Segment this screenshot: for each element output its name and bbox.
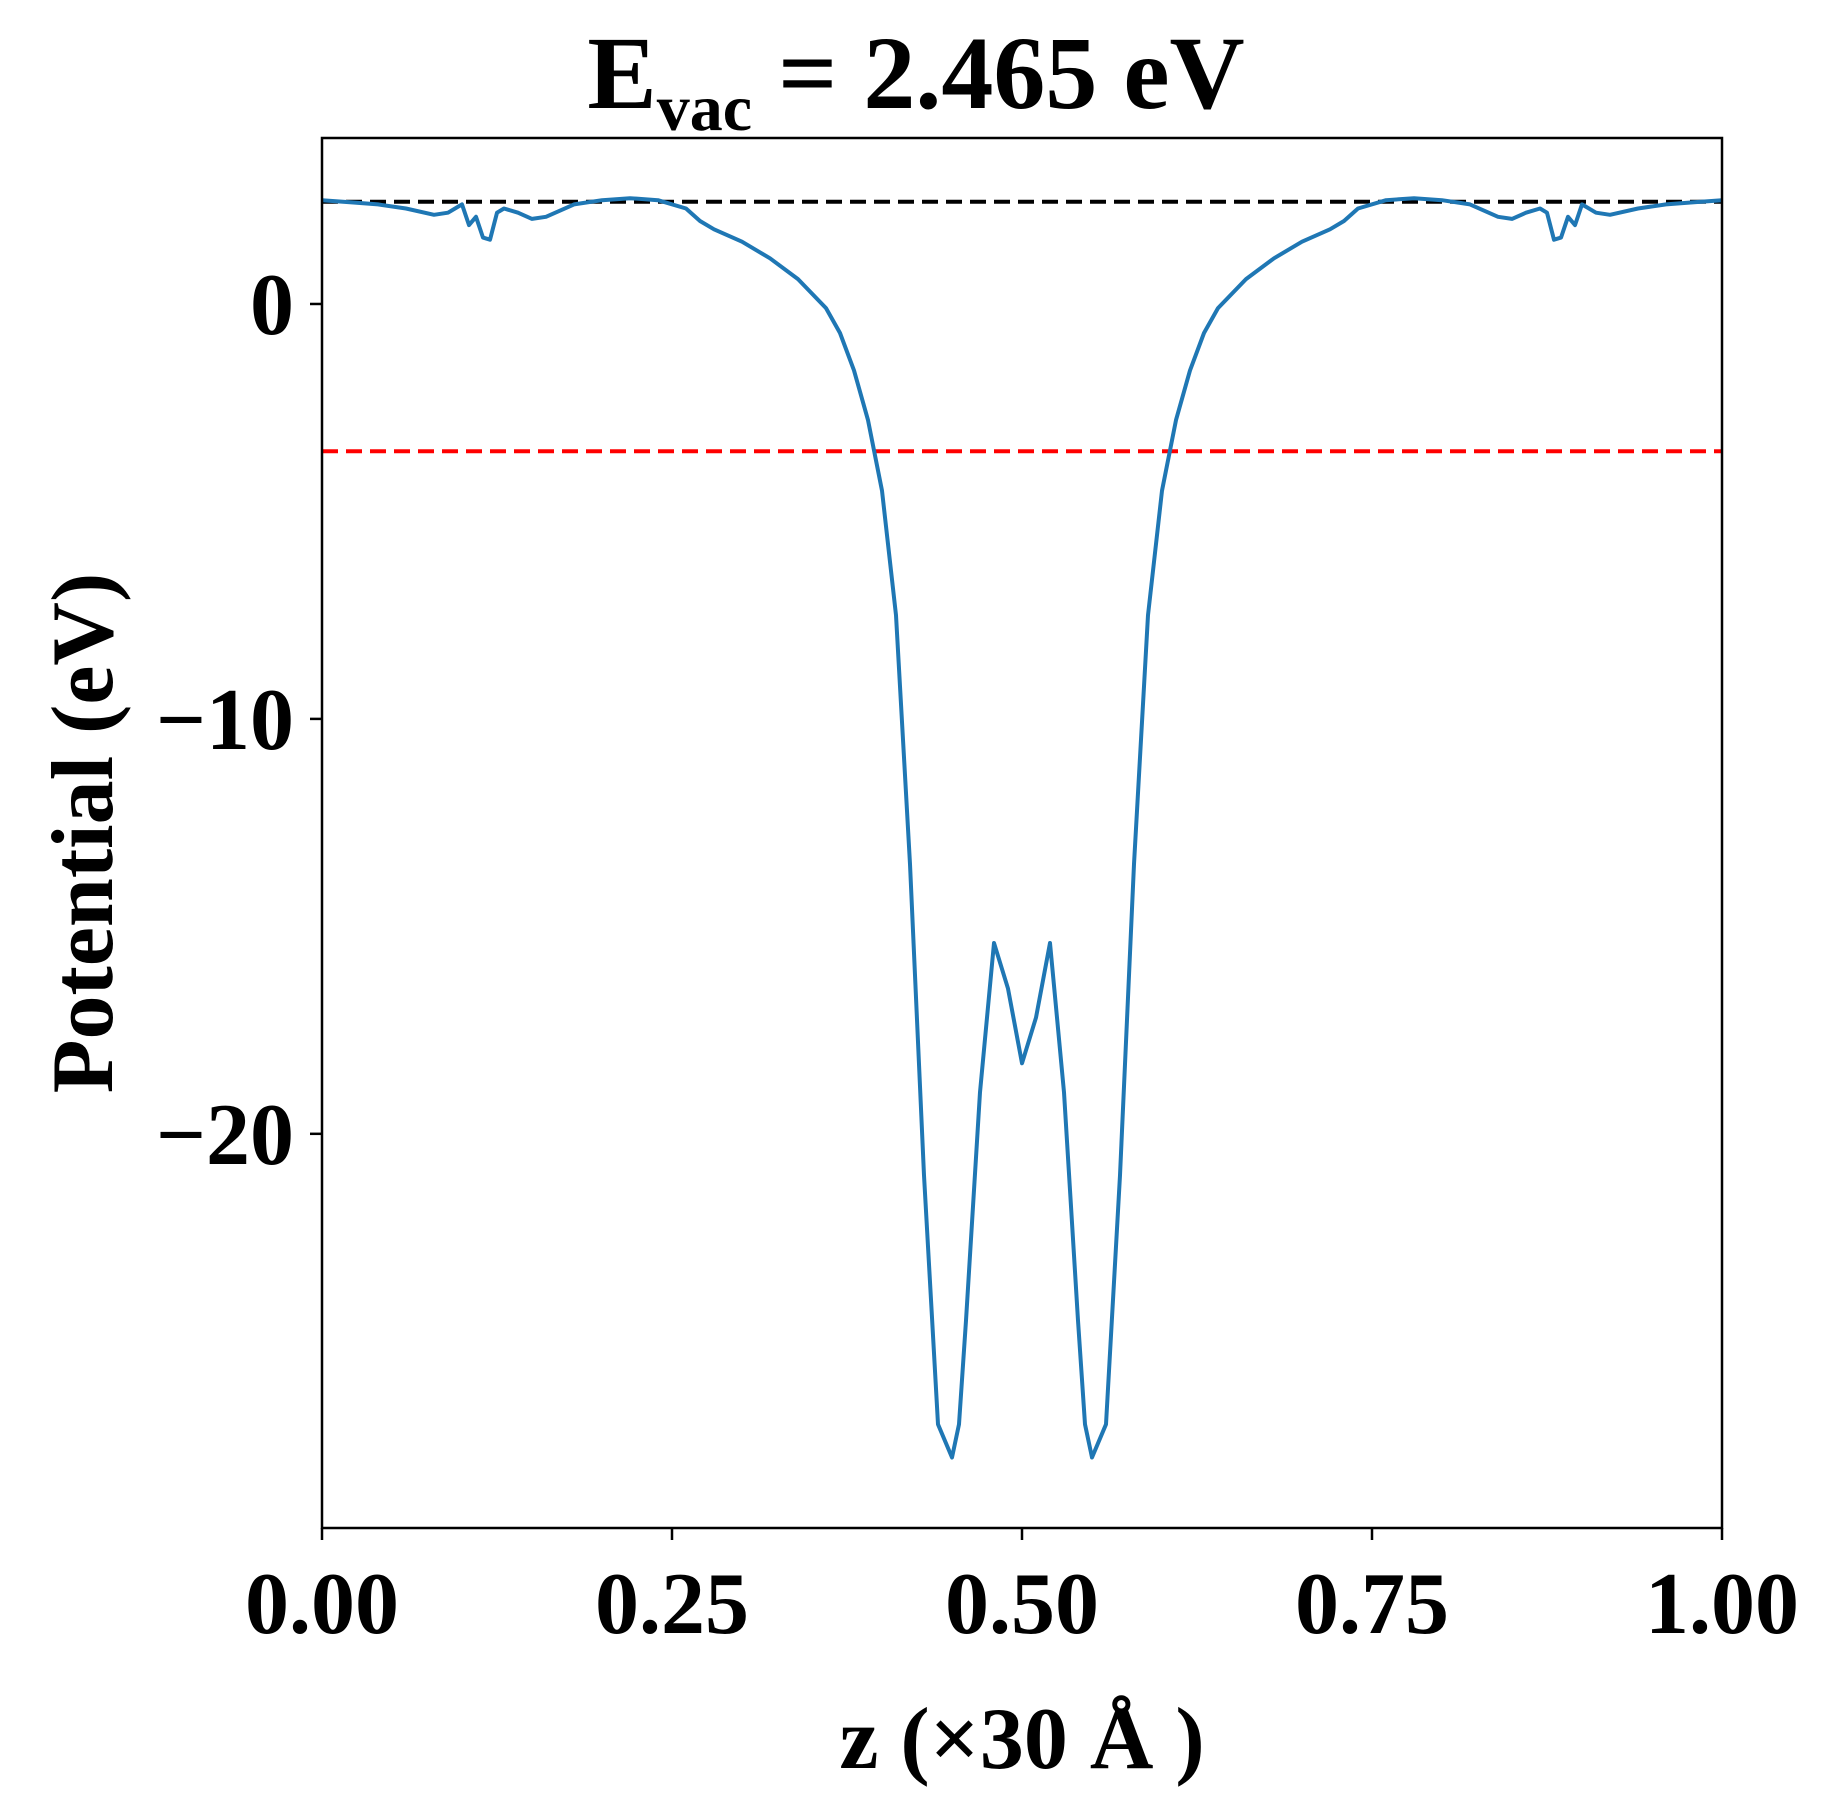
x-axis-title: z (×30 Å ) [839,1691,1204,1788]
x-axis: 0.00 0.25 0.50 0.75 1.00 [245,1528,1799,1653]
x-tick-label: 0.25 [595,1556,749,1653]
title-main: E [587,16,656,131]
y-axis-title: Potential (eV) [35,573,132,1093]
y-tick-label: −10 [156,672,294,769]
title-rest: = 2.465 eV [752,16,1245,131]
title-subscript: vac [657,72,752,145]
x-tick-label: 0.75 [1295,1556,1449,1653]
chart-title: Evac = 2.465 eV [587,16,1244,145]
series-line-0 [321,196,1723,1460]
x-tick-label: 0.50 [945,1556,1099,1653]
reference-lines [322,199,1722,454]
y-tick-label: −20 [156,1087,294,1184]
plot-frame [320,136,1724,1530]
series-layer [321,196,1723,1460]
y-tick-label: 0 [250,257,294,354]
x-tick-label: 1.00 [1645,1556,1799,1653]
x-tick-label: 0.00 [245,1556,399,1653]
y-axis: 0 −10 −20 [156,257,322,1184]
